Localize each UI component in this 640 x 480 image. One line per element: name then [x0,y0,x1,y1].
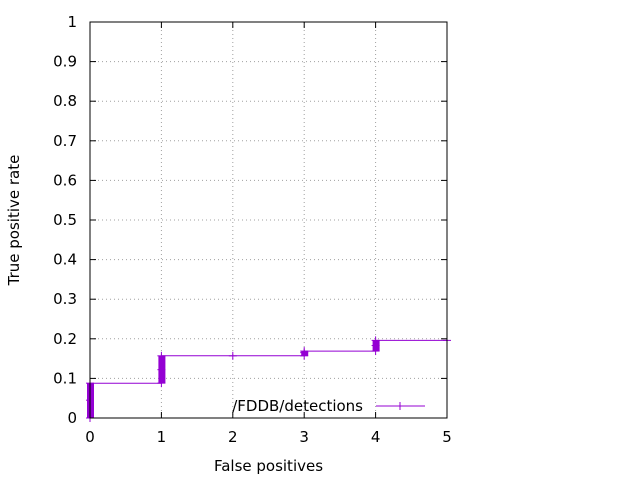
y-axis-label: True positive rate [5,155,23,287]
legend-label: /FDDB/detections [232,397,363,415]
y-tick-label: 0.2 [53,330,77,348]
legend: /FDDB/detections [232,397,425,415]
y-tick-label: 0.7 [53,132,77,150]
y-tick-label: 0.5 [53,211,77,229]
y-tick-label: 0 [67,409,77,427]
y-tick-label: 0.9 [53,53,77,71]
x-tick-label: 5 [442,428,452,446]
axis-ticks: 0 0.1 0.2 0.3 0.4 0.5 0.6 0.7 0.8 0.9 1 0 1 2 3 4 5 [53,13,452,446]
y-tick-label: 1 [67,13,77,31]
x-tick-label: 0 [85,428,95,446]
y-tick-label: 0.4 [53,251,77,269]
x-axis-label: False positives [214,457,323,475]
x-tick-label: 2 [228,428,238,446]
x-tick-label: 4 [371,428,381,446]
y-tick-label: 0.1 [53,369,77,387]
y-tick-label: 0.3 [53,290,77,308]
x-tick-label: 1 [157,428,167,446]
x-tick-label: 3 [299,428,309,446]
y-tick-label: 0.6 [53,171,77,189]
plot-frame [89,21,448,419]
y-tick-label: 0.8 [53,92,77,110]
grid [90,22,447,418]
